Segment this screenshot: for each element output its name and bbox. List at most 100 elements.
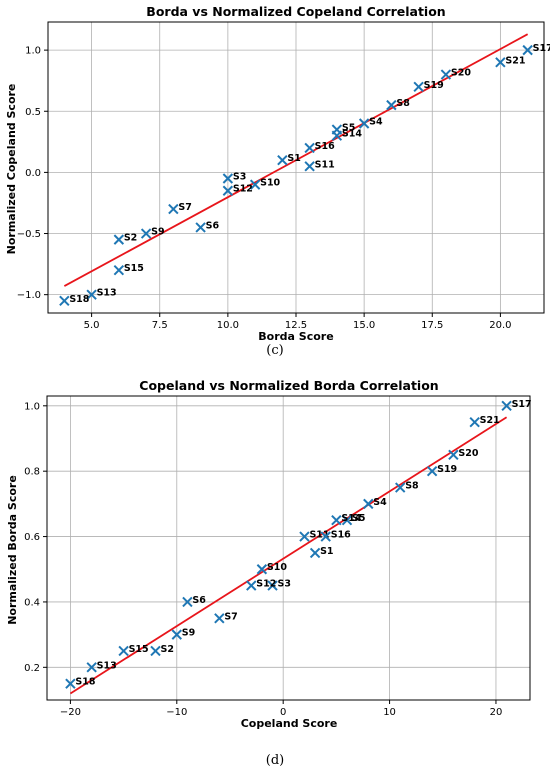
data-point-marker [448, 449, 459, 461]
data-point-marker [331, 130, 343, 141]
y-tick-label: 1.0 [24, 401, 40, 412]
data-point-marker [222, 173, 234, 184]
x-tick-label: 15.0 [353, 320, 375, 331]
data-point-label: S4 [373, 497, 387, 508]
data-point-marker [469, 416, 480, 428]
data-point-label: S9 [182, 628, 195, 639]
data-point-marker [246, 580, 257, 591]
data-point-label: S1 [320, 546, 333, 557]
data-point-label: S8 [405, 481, 419, 492]
y-tick-label: 1.0 [25, 46, 41, 57]
data-point-label: S16 [331, 530, 351, 541]
data-point-label: S13 [97, 660, 117, 671]
data-point-marker [86, 289, 97, 300]
data-point-marker [386, 99, 397, 111]
data-point-marker [413, 81, 424, 93]
data-point-label: S11 [309, 530, 329, 541]
data-point-marker [341, 515, 353, 526]
data-point-label: S10 [260, 178, 280, 189]
data-point-label: S4 [369, 116, 383, 127]
data-point-label: S7 [224, 611, 237, 622]
data-point-marker [182, 596, 193, 608]
data-point-label: S3 [278, 579, 291, 590]
data-point-marker [222, 185, 234, 196]
data-point-marker [495, 57, 506, 68]
data-point-label: S5 [342, 123, 355, 134]
x-tick-label: 0 [280, 707, 286, 718]
x-tick-label: 17.5 [421, 320, 443, 331]
data-point-marker [113, 264, 125, 276]
data-point-label: S18 [75, 677, 95, 688]
data-point-marker [277, 154, 288, 166]
data-point-label: S3 [233, 172, 246, 183]
x-tick-label: 10 [383, 707, 396, 718]
chart-title-d: Copeland vs Normalized Borda Correlation [139, 378, 438, 393]
y-tick-label: −1.0 [17, 290, 41, 301]
data-point-marker [195, 222, 206, 233]
data-point-label: S9 [151, 227, 164, 238]
data-point-label: S21 [505, 55, 525, 66]
data-point-marker [309, 547, 321, 559]
data-point-marker [267, 580, 278, 591]
data-point-label: S2 [161, 644, 174, 655]
data-point-label: S17 [533, 43, 550, 54]
data-point-label: S14 [342, 129, 362, 140]
chart-panel-d: Copeland vs Normalized Borda Correlation… [6, 378, 532, 768]
data-point-marker [440, 69, 452, 80]
data-point-marker [86, 662, 97, 673]
data-point-label: S6 [206, 220, 220, 231]
data-point-label: S12 [233, 184, 253, 195]
regression-line [63, 33, 529, 287]
data-point-label: S20 [458, 448, 478, 459]
data-point-label: S12 [256, 579, 276, 590]
data-point-marker [59, 295, 70, 306]
data-point-label: S11 [315, 159, 335, 170]
x-tick-label: 12.5 [285, 320, 307, 331]
data-point-marker [140, 228, 152, 239]
x-tick-label: 20 [490, 707, 503, 718]
y-tick-label: −0.5 [17, 229, 41, 240]
data-point-marker [304, 142, 315, 154]
data-point-label: S21 [480, 415, 500, 426]
panel-caption-c: (c) [266, 343, 283, 358]
y-tick-label: 0.5 [25, 107, 41, 118]
data-point-label: S5 [352, 513, 365, 524]
data-point-marker [299, 531, 310, 542]
x-axis-label-d: Copeland Score [241, 717, 338, 730]
data-point-marker [113, 234, 125, 245]
data-point-marker [363, 498, 374, 510]
data-point-label: S7 [178, 202, 191, 213]
data-point-label: S15 [129, 644, 149, 655]
data-point-label: S17 [512, 399, 532, 410]
x-tick-label: 10.0 [217, 320, 239, 331]
plot-frame [47, 21, 545, 314]
data-point-marker [65, 678, 76, 689]
data-point-label: S20 [451, 68, 471, 79]
x-tick-label: 7.5 [152, 320, 168, 331]
data-point-marker [249, 179, 261, 190]
y-tick-label: 0.4 [24, 597, 40, 608]
y-tick-label: 0.8 [24, 467, 40, 478]
x-tick-label: −20 [60, 707, 81, 718]
y-tick-label: 0.2 [24, 663, 40, 674]
y-tick-label: 0.6 [24, 532, 40, 543]
data-point-label: S10 [267, 562, 287, 573]
chart-panel-c: Borda vs Normalized Copeland Correlation… [5, 4, 550, 358]
data-point-marker [331, 515, 342, 526]
data-point-marker [522, 44, 533, 56]
y-axis-label-c: Normalized Copeland Score [5, 84, 18, 255]
x-axis-label-c: Borda Score [258, 330, 333, 343]
data-point-marker [256, 564, 268, 575]
data-point-marker [426, 465, 438, 477]
data-point-marker [304, 161, 315, 172]
data-point-marker [118, 645, 129, 657]
data-point-marker [501, 400, 512, 412]
data-point-label: S6 [192, 595, 206, 606]
regression-line [69, 416, 508, 695]
y-tick-label: 0.0 [25, 168, 41, 179]
data-point-label: S13 [97, 288, 117, 299]
data-point-label: S2 [124, 233, 137, 244]
x-tick-label: 5.0 [84, 320, 100, 331]
x-tick-label: 20.0 [489, 320, 511, 331]
data-point-marker [171, 629, 183, 640]
